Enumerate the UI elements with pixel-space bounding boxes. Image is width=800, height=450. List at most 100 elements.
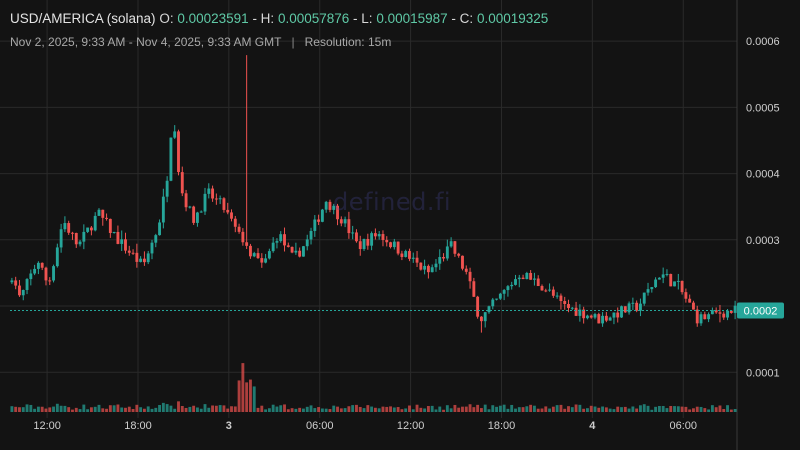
volume-bar bbox=[207, 407, 211, 412]
candle bbox=[252, 251, 256, 258]
volume-bar bbox=[127, 406, 131, 412]
candle bbox=[449, 237, 453, 248]
candle bbox=[570, 306, 574, 311]
candle bbox=[457, 252, 461, 258]
candle-body bbox=[320, 209, 324, 222]
volume-bar bbox=[120, 407, 124, 412]
candle-body bbox=[188, 206, 192, 208]
candle-body bbox=[150, 242, 154, 254]
volume-bar bbox=[67, 407, 71, 412]
volume-bar bbox=[536, 408, 540, 412]
candle-body bbox=[597, 314, 601, 324]
candle-body bbox=[112, 231, 116, 233]
volume-bar bbox=[14, 406, 18, 412]
volume-bar bbox=[40, 406, 44, 412]
volume-bar bbox=[521, 407, 525, 412]
price-tick-label: 0.0003 bbox=[746, 235, 780, 247]
candle-body bbox=[646, 289, 650, 293]
candle bbox=[309, 227, 313, 245]
price-tick-label: 0.0005 bbox=[746, 102, 780, 114]
volume-bar bbox=[290, 408, 294, 412]
candle-body bbox=[408, 251, 411, 259]
volume-bar bbox=[192, 405, 196, 412]
candle-body bbox=[370, 233, 374, 246]
candle-body bbox=[551, 289, 555, 296]
candle-body bbox=[532, 278, 536, 280]
volume-bar bbox=[457, 407, 461, 412]
candle-body bbox=[714, 310, 718, 313]
candle bbox=[623, 306, 627, 313]
candle bbox=[510, 281, 514, 290]
volume-bar bbox=[472, 407, 476, 412]
candle bbox=[142, 251, 146, 266]
volume-bar bbox=[279, 405, 283, 412]
range-line: Nov 2, 2025, 9:33 AM - Nov 4, 2025, 9:33… bbox=[10, 34, 548, 50]
candle bbox=[514, 274, 517, 286]
candle bbox=[396, 241, 400, 256]
volume-bar bbox=[722, 409, 726, 412]
watermark: defined.fi bbox=[333, 188, 452, 216]
candle-body bbox=[445, 246, 449, 259]
candle bbox=[612, 312, 616, 325]
volume-bar bbox=[623, 406, 627, 412]
candle-body bbox=[82, 231, 86, 242]
time-tick-label: 4 bbox=[589, 420, 596, 432]
volume-bar bbox=[423, 408, 427, 412]
resolution-label: Resolution: 15m bbox=[304, 35, 392, 49]
volume-bar bbox=[135, 404, 139, 412]
candle bbox=[286, 242, 290, 248]
candle-body bbox=[639, 303, 642, 311]
volume-bar bbox=[491, 405, 495, 412]
candle-body bbox=[203, 193, 207, 212]
volume-bar bbox=[563, 408, 567, 412]
volume-bar bbox=[593, 406, 597, 412]
volume-bar bbox=[366, 405, 370, 412]
volume-bar bbox=[336, 406, 339, 412]
volume-bar bbox=[514, 408, 517, 412]
candle-body bbox=[631, 302, 635, 304]
candle-body bbox=[294, 250, 298, 253]
volume-bar bbox=[283, 404, 286, 412]
volume-bar bbox=[358, 406, 362, 412]
candle bbox=[476, 295, 480, 319]
volume-bar bbox=[10, 406, 14, 412]
candle bbox=[97, 208, 101, 216]
volume-bar bbox=[408, 405, 411, 412]
volume-bar bbox=[124, 407, 127, 412]
volume-bar bbox=[532, 405, 536, 412]
candle-body bbox=[585, 315, 589, 319]
candle-body bbox=[415, 257, 419, 263]
candle bbox=[249, 243, 252, 259]
candle bbox=[661, 267, 665, 284]
candle-body bbox=[385, 239, 389, 243]
candle-body bbox=[498, 293, 502, 299]
candle bbox=[358, 235, 362, 256]
candle-body bbox=[78, 241, 82, 245]
volume-bar bbox=[89, 407, 93, 412]
volume-bar bbox=[616, 406, 620, 412]
candle-body bbox=[570, 307, 574, 309]
candle-body bbox=[71, 232, 74, 234]
candle bbox=[408, 248, 411, 262]
candle bbox=[71, 231, 74, 240]
volume-bar bbox=[222, 405, 226, 412]
volume-bar bbox=[525, 406, 529, 412]
volume-bar bbox=[21, 407, 25, 412]
volume-bar bbox=[392, 407, 396, 412]
close-label: - C: bbox=[451, 11, 474, 26]
volume-bar bbox=[430, 405, 434, 412]
candle-body bbox=[135, 252, 139, 262]
candle bbox=[381, 230, 385, 247]
time-tick-label: 18:00 bbox=[488, 420, 516, 432]
open-label: O: bbox=[159, 11, 174, 26]
ohlc-line: USD/AMERICA (solana) O: 0.00023591 - H: … bbox=[10, 10, 548, 28]
volume-bar bbox=[506, 408, 510, 412]
candle-body bbox=[548, 289, 552, 291]
candle bbox=[699, 311, 703, 326]
candle bbox=[78, 239, 82, 247]
candle bbox=[710, 307, 714, 315]
candle bbox=[313, 215, 317, 237]
volume-bar bbox=[415, 404, 419, 412]
volume-bar bbox=[25, 404, 29, 412]
